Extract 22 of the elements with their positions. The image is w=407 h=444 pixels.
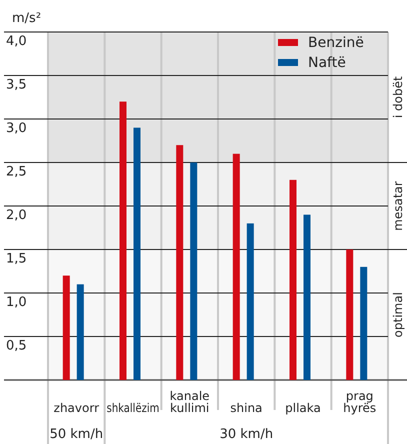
x-tick-label: shkallëzim [106,401,170,415]
band-label: i dobët [391,76,405,118]
x-tick-label: kanale kullimi [170,389,210,415]
y-tick-label: 3,0 [6,121,27,136]
legend-label: Naftë [308,55,346,71]
band-label: optimal [391,292,405,338]
x-tick-label: prag hyrës [343,389,376,415]
x-tick-label: pllaka [285,401,321,415]
x-tick-label: shina [230,401,262,415]
y-tick-label: 0,5 [6,338,27,354]
y-tick-label: 2,5 [6,164,27,180]
text: 30 km/h [220,427,274,442]
text: 50 km/h [50,427,104,442]
y-axis-title: m/s² [12,11,42,26]
y-tick-label: 3,5 [6,78,27,92]
y-tick-label: 4,0 [6,34,27,49]
y-tick-label: 2,0 [6,208,27,223]
x-tick-label: zhavorr [54,401,100,415]
y-tick-label: 1,5 [6,252,27,266]
legend-label: Benzinë [308,35,364,51]
band-label: mesatar [391,181,405,231]
y-tick-label: 1,0 [6,295,27,310]
